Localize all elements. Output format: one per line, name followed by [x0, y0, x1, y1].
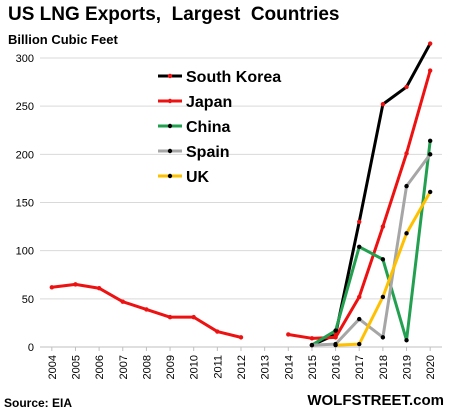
x-tick-label: 2010	[189, 355, 201, 379]
data-point	[380, 335, 386, 340]
x-tick-label: 2008	[141, 355, 153, 379]
legend-marker	[167, 98, 173, 104]
data-point	[380, 102, 386, 107]
data-point	[333, 328, 338, 333]
data-point	[427, 68, 433, 73]
data-point	[357, 294, 362, 300]
y-tick-label: 200	[16, 149, 34, 161]
legend-label: South Korea	[186, 69, 281, 86]
gridlines	[40, 57, 442, 300]
x-tick-label: 2005	[70, 355, 82, 379]
data-point	[427, 189, 433, 195]
series-japan	[49, 68, 433, 341]
data-point	[404, 183, 409, 189]
legend-marker	[167, 148, 173, 154]
data-point	[309, 342, 315, 348]
data-point	[96, 286, 102, 291]
x-tick-label: 2015	[307, 355, 319, 379]
data-point	[333, 342, 338, 348]
series-china	[309, 138, 433, 348]
source-note: Source: EIA	[4, 396, 73, 410]
data-point	[380, 257, 386, 262]
x-tick-label: 2009	[165, 355, 177, 379]
data-point	[333, 335, 338, 340]
y-tick-label: 300	[16, 53, 34, 65]
legend-marker	[167, 73, 173, 79]
series-group	[49, 41, 433, 348]
legend-label: Spain	[186, 144, 230, 161]
x-tick-label: 2004	[47, 355, 59, 379]
series-line	[311, 140, 432, 347]
legend-marker	[167, 173, 173, 179]
x-tick-label: 2019	[402, 355, 414, 379]
data-point	[73, 282, 78, 287]
series-uk	[333, 189, 433, 348]
x-tick-label: 2006	[94, 355, 106, 379]
data-point	[427, 138, 433, 144]
axes: 0 50 100 150 200 250 300 2004 2005 2006 2007 2008 20…	[16, 53, 442, 379]
x-tick-label: 2011	[212, 355, 224, 379]
data-point	[357, 341, 362, 347]
y-tick-label: 0	[28, 342, 34, 354]
data-point	[286, 332, 291, 337]
data-point	[380, 294, 386, 300]
legend-label: UK	[186, 169, 210, 186]
x-tick-label: 2013	[260, 355, 272, 379]
data-point	[144, 307, 149, 312]
series-line	[311, 153, 432, 347]
chart-subtitle: Billion Cubic Feet	[8, 32, 118, 47]
data-point	[404, 338, 409, 343]
data-point	[380, 224, 386, 229]
data-point	[215, 329, 220, 334]
x-tick-label: 2007	[118, 355, 130, 379]
data-point	[427, 152, 433, 157]
y-tick-label: 150	[16, 198, 34, 210]
chart-title: US LNG Exports, Largest Countries	[8, 4, 340, 25]
data-point	[49, 285, 55, 290]
x-tick-label: 2016	[331, 355, 343, 379]
x-tick-label: 2017	[354, 355, 366, 379]
data-point	[357, 244, 362, 250]
y-tick-label: 250	[16, 101, 34, 113]
legend-label: China	[186, 119, 231, 136]
data-point	[238, 335, 244, 340]
data-point	[357, 219, 362, 224]
x-tick-label: 2014	[283, 355, 295, 379]
watermark: WOLFSTREET.com	[307, 392, 444, 409]
x-tick-label: 2018	[378, 355, 390, 379]
data-point	[357, 316, 362, 322]
y-tick-label: 100	[16, 246, 34, 258]
data-point	[120, 299, 125, 304]
data-point	[404, 231, 409, 236]
data-point	[427, 41, 433, 46]
data-point	[167, 314, 173, 320]
series-spain	[309, 152, 433, 348]
legend: South Korea Japan China Spain UK	[158, 69, 281, 186]
y-tick-label: 50	[22, 294, 34, 306]
legend-label: Japan	[186, 94, 232, 111]
legend-marker	[167, 123, 173, 129]
x-tick-label: 2020	[425, 355, 437, 379]
data-point	[309, 336, 315, 341]
data-point	[191, 314, 196, 320]
data-point	[404, 84, 409, 90]
data-point	[404, 151, 409, 156]
series-south-korea	[309, 41, 433, 348]
x-tick-label: 2012	[236, 355, 248, 379]
